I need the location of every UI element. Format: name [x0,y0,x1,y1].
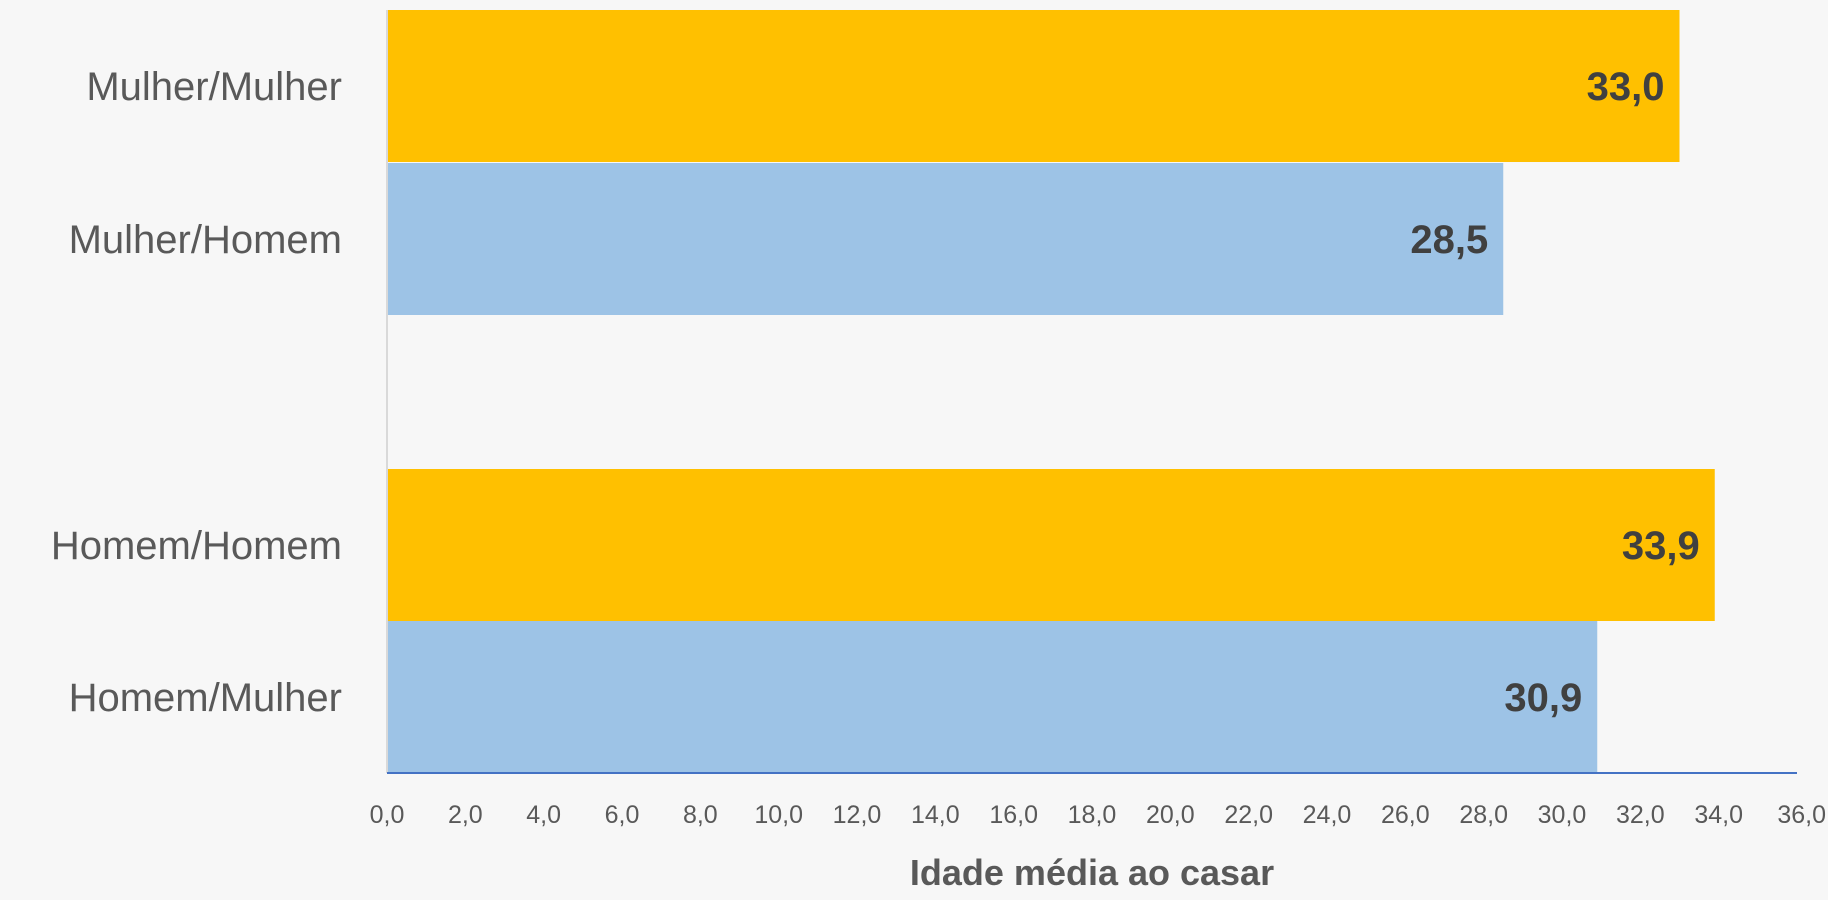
bar-homem-mulher [387,621,1598,773]
x-tick-label: 10,0 [754,801,803,829]
x-tick-label: 24,0 [1303,801,1352,829]
value-label: 28,5 [1410,218,1488,262]
tick-labels-group: 0,0 2,0 4,0 6,0 8,0 10,0 12,0 14,0 16,0 18,0 20,0 2… [370,801,1826,829]
x-axis-title: Idade média ao casar [910,852,1274,893]
category-label: Homem/Mulher [69,676,342,720]
category-label: Homem/Homem [51,524,342,568]
x-tick-label: 8,0 [683,801,718,829]
x-tick-label: 16,0 [989,801,1038,829]
x-tick-label: 12,0 [833,801,882,829]
bar-homem-homem [387,469,1715,621]
value-labels-group: 33,0 28,5 33,9 30,9 [1410,65,1699,720]
x-tick-label: 2,0 [448,801,483,829]
x-tick-label: 14,0 [911,801,960,829]
x-tick-label: 6,0 [605,801,640,829]
x-tick-label: 4,0 [526,801,561,829]
value-label: 33,9 [1622,524,1700,568]
x-tick-label: 36,0 [1777,801,1826,829]
bar-mulher-homem [387,163,1504,315]
x-tick-label: 32,0 [1616,801,1665,829]
bars-group [387,10,1715,773]
value-label: 33,0 [1587,65,1665,109]
category-label: Mulher/Homem [69,218,342,262]
x-tick-label: 34,0 [1694,801,1743,829]
value-label: 30,9 [1504,676,1582,720]
x-tick-label: 26,0 [1381,801,1430,829]
x-tick-label: 30,0 [1538,801,1587,829]
x-tick-label: 28,0 [1459,801,1508,829]
bar-mulher-mulher [387,10,1680,162]
x-tick-label: 18,0 [1068,801,1117,829]
x-tick-label: 0,0 [370,801,405,829]
category-label: Mulher/Mulher [86,65,342,109]
x-tick-label: 22,0 [1224,801,1273,829]
x-tick-label: 20,0 [1146,801,1195,829]
category-labels-group: Mulher/Mulher Mulher/Homem Homem/Homem Home… [51,65,342,720]
